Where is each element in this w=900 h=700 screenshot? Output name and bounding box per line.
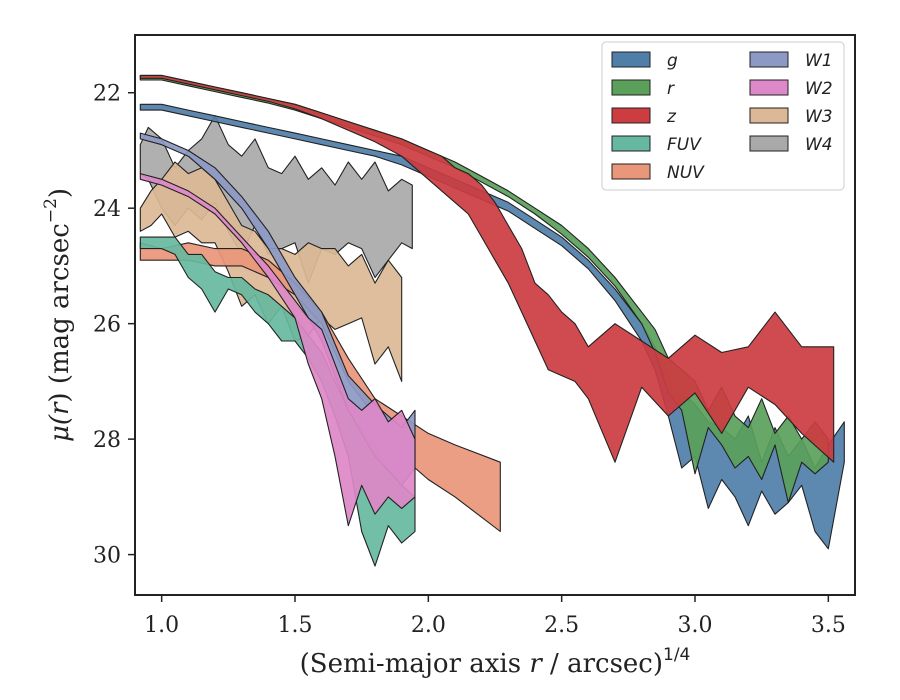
x-axis-ticks: 1.0 1.5 2.0 2.5 3.0 3.5 — [144, 595, 846, 638]
band-fuv — [139, 236, 416, 567]
x-axis-title-pre: (Semi-major axis — [300, 649, 530, 679]
legend-frame — [601, 41, 845, 191]
legend-swatch-fuv — [611, 135, 651, 152]
y-axis-title: μ(r) (mag arcsec−2) — [41, 188, 75, 442]
y-tick-label: 24 — [93, 197, 121, 222]
y-axis-title-mid: ) (mag arcsec — [45, 223, 75, 402]
legend-label-w1: W1 — [805, 51, 833, 71]
legend-label-w3: W3 — [805, 107, 833, 127]
band-w2 — [139, 173, 416, 527]
legend-swatch-z — [611, 107, 651, 124]
legend-label-r: r — [667, 79, 675, 99]
y-tick-label: 30 — [93, 544, 121, 569]
y-tick-label: 28 — [93, 428, 121, 453]
legend-label-fuv: FUV — [667, 135, 702, 155]
legend-label-nuv: NUV — [667, 163, 705, 183]
x-tick-label: 2.0 — [411, 613, 446, 638]
legend-swatch-r — [611, 79, 651, 96]
x-tick-label: 1.5 — [278, 613, 313, 638]
legend-label-g: g — [667, 51, 678, 71]
plot-frame — [134, 34, 856, 596]
legend-swatch-g — [611, 51, 651, 68]
x-tick-label: 1.0 — [144, 613, 179, 638]
legend: grz FUV NUV W1 W2 W3 W4 — [601, 41, 845, 191]
y-axis-title-end: ) — [45, 188, 75, 198]
x-tick-label: 2.5 — [544, 613, 579, 638]
y-axis-ticks: 22 24 26 28 30 — [93, 82, 135, 569]
legend-swatch-nuv — [611, 163, 651, 180]
band-z — [139, 74, 835, 463]
x-axis-title-var: r — [529, 649, 543, 679]
x-tick-label: 3.0 — [678, 613, 713, 638]
y-tick-label: 26 — [93, 313, 121, 338]
legend-label-z: z — [666, 107, 677, 127]
y-axis-title-mu: μ( — [45, 414, 75, 442]
legend-label-w4: W4 — [805, 135, 833, 155]
legend-label-w2: W2 — [805, 79, 833, 99]
legend-swatch-w4 — [749, 135, 789, 152]
legend-swatch-w1 — [749, 51, 789, 68]
legend-swatch-w3 — [749, 107, 789, 124]
x-tick-label: 3.5 — [811, 613, 846, 638]
x-axis-title-post: / arcsec) — [542, 649, 663, 679]
x-axis-title: (Semi-major axis r / arcsec)1/4 — [300, 645, 691, 679]
series-layer — [139, 74, 845, 567]
x-axis-title-sup: 1/4 — [663, 645, 690, 665]
y-axis-title-var: r — [45, 401, 75, 415]
y-tick-label: 22 — [93, 82, 121, 107]
legend-swatch-w2 — [749, 79, 789, 96]
y-axis-title-sup: −2 — [41, 198, 61, 223]
